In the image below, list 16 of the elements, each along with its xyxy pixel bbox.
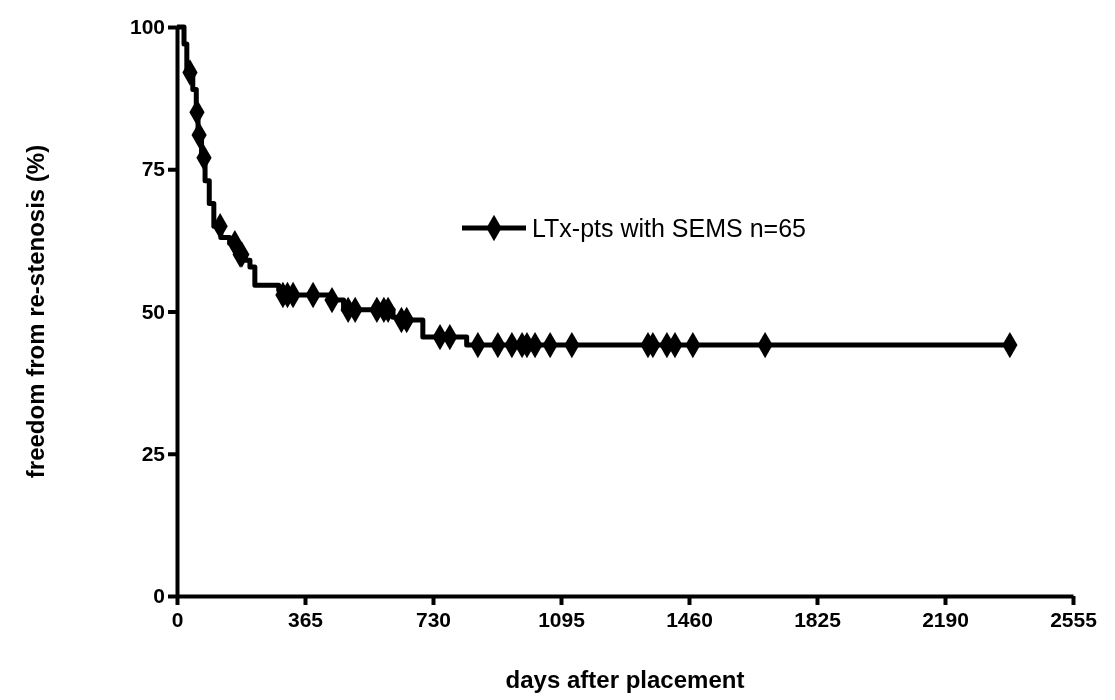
y-tick-label: 75 [141,157,166,181]
x-tick-label: 1825 [794,607,842,631]
x-tick-label: 2190 [922,607,969,631]
y-tick-label: 50 [141,299,165,323]
legend-label: LTx-pts with SEMS n=65 [532,214,806,242]
y-axis-title: freedom from re-stenosis (%) [22,144,49,479]
y-tick-label: 0 [153,584,165,608]
x-tick-label: 730 [415,607,452,631]
x-tick-label: 2555 [1050,607,1098,631]
y-tick-label: 25 [141,441,166,465]
x-tick-label: 0 [171,607,184,631]
x-tick-label: 1095 [538,607,586,631]
y-tick-label: 100 [129,15,165,39]
x-axis-title: days after placement [505,666,745,693]
x-tick-label: 1460 [666,607,713,631]
x-tick-label: 365 [287,607,324,631]
